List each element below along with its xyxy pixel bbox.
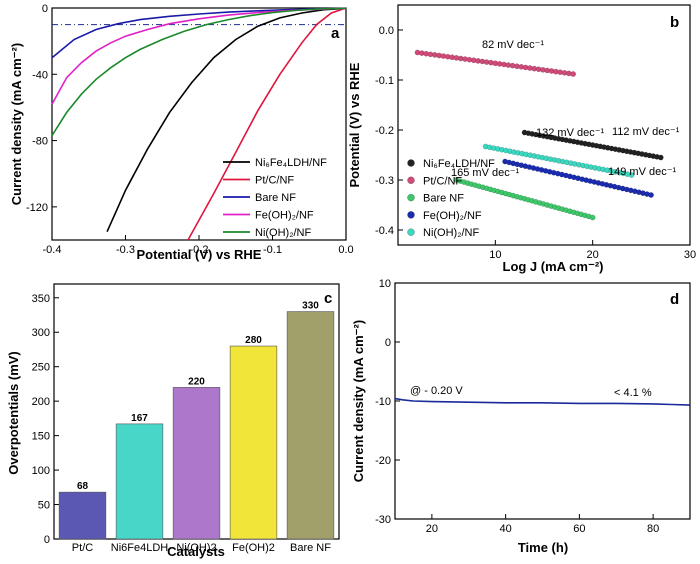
- panel-c-xlabel: Catalysts: [167, 544, 225, 559]
- b-ytick-label: -0.2: [375, 125, 394, 137]
- a-xtick-label: -0.3: [116, 244, 135, 256]
- a-legend-label-2: Bare NF: [255, 192, 296, 204]
- b-legend-label-1: Pt/C/NF: [423, 175, 462, 187]
- b-legend-label-3: Fe(OH)₂/NF: [423, 210, 482, 222]
- c-bar-value-2: 220: [188, 376, 205, 387]
- c-bar-2: [172, 387, 221, 540]
- c-ytick-label: 350: [32, 293, 50, 305]
- panel-c-ylabel: Overpotentials (mV): [6, 351, 21, 475]
- b-legend-label-4: Ni(OH)₂/NF: [423, 227, 479, 239]
- b-xtick-label: 10: [489, 249, 501, 261]
- a-xtick-label: -0.1: [263, 244, 282, 256]
- b-xtick-label: 30: [684, 249, 696, 261]
- panel-d-annotation-voltage: @ - 0.20 V: [410, 385, 463, 397]
- panel-a: -0.4 -0.3 -0.2 -0.1 0.0 0 -40 -80 -120 a Potenti…: [9, 3, 354, 262]
- a-series-line-4: [51, 7, 347, 137]
- c-ytick-label: 100: [32, 465, 50, 477]
- c-bar-value-1: 167: [131, 413, 148, 424]
- d-ytick-label: -10: [375, 396, 391, 408]
- b-point-1: [570, 71, 577, 77]
- d-xtick-label: 60: [573, 523, 585, 535]
- d-ytick-label: -30: [375, 514, 391, 526]
- d-ytick-label: 0: [385, 337, 391, 349]
- c-category-label-0: Pt/C: [72, 542, 93, 554]
- d-ytick-label: 10: [379, 278, 391, 290]
- c-category-label-1: Ni6Fe4LDH: [111, 542, 169, 554]
- b-legend-marker-2: [407, 193, 415, 202]
- c-ytick-label: 300: [32, 327, 50, 339]
- c-bar-1: [115, 423, 164, 540]
- panel-b: 10 20 30 0.0 -0.1 -0.2 -0.3 -0.4 112 mV dec⁻¹ 82…: [347, 4, 696, 274]
- c-bar-value-4: 330: [302, 301, 319, 312]
- d-ytick-label: -20: [375, 455, 391, 467]
- a-xtick-label: -0.2: [190, 244, 209, 256]
- panel-b-xlabel: Log J (mA cm⁻²): [503, 259, 604, 274]
- b-xtick-label: 20: [587, 249, 599, 261]
- c-bar-3: [229, 345, 278, 540]
- b-legend-marker-0: [407, 159, 415, 167]
- b-tafel-label-3: 149 mV dec⁻¹: [608, 166, 677, 178]
- c-bar-value-0: 68: [77, 481, 89, 492]
- b-tafel-label-4: 132 mV dec⁻¹: [536, 127, 605, 139]
- b-legend-marker-3: [407, 211, 415, 219]
- c-category-label-4: Bare NF: [290, 542, 331, 554]
- panel-a-letter: a: [331, 25, 340, 42]
- c-bar-4: [286, 311, 335, 540]
- c-ytick-label: 150: [32, 431, 50, 443]
- c-category-label-2: Ni(OH)2: [176, 542, 216, 554]
- b-point-4: [628, 172, 635, 178]
- c-bar-value-3: 280: [245, 335, 262, 346]
- a-ytick-label: -40: [32, 69, 48, 81]
- panel-b-ylabel: Potential (V) vs RHE: [347, 62, 362, 187]
- d-xtick-label: 20: [426, 523, 438, 535]
- a-ytick-label: -80: [32, 136, 48, 148]
- panel-d-xlabel: Time (h): [518, 540, 568, 555]
- b-tafel-label-2: 165 mV dec⁻¹: [451, 167, 520, 179]
- a-legend-label-3: Fe(OH)₂/NF: [255, 210, 314, 222]
- panel-d-ylabel: Current density (mA cm⁻²): [351, 320, 366, 482]
- b-legend-marker-1: [407, 176, 415, 185]
- a-xtick-label: -0.4: [43, 244, 62, 256]
- b-point-0: [658, 154, 664, 161]
- panel-d-letter: d: [670, 291, 679, 308]
- a-xtick-label: 0.0: [338, 244, 353, 256]
- c-category-label-3: Fe(OH)2: [232, 542, 275, 554]
- b-tafel-label-0: 112 mV dec⁻¹: [612, 126, 680, 138]
- c-ytick-label: 250: [32, 362, 50, 374]
- b-ytick-label: -0.4: [375, 225, 394, 237]
- a-series-line-2: [51, 7, 347, 59]
- a-ytick-label: 0: [42, 3, 48, 15]
- panel-c: 0 50 100 150 200 250 300 350 68 Pt/C 167 Ni6Fe4LDH…: [6, 283, 340, 559]
- a-legend-label-0: Ni₆Fe₄LDH/NF: [255, 157, 327, 169]
- b-ytick-label: -0.3: [375, 175, 394, 187]
- a-ytick-label: -120: [26, 202, 48, 214]
- panel-c-letter: c: [324, 290, 332, 307]
- d-series-line-0: [394, 397, 691, 406]
- a-series-line-1: [187, 7, 347, 241]
- c-ytick-label: 200: [32, 396, 50, 408]
- b-point-3: [648, 192, 654, 198]
- b-legend-label-2: Bare NF: [423, 193, 464, 205]
- a-legend-label-4: Ni(OH)₂/NF: [255, 227, 311, 239]
- b-point-2: [589, 214, 596, 221]
- b-legend-marker-4: [407, 228, 415, 236]
- c-bar-0: [58, 491, 107, 540]
- b-legend-label-0: Ni₆Fe₄LDH/NF: [423, 158, 495, 170]
- b-tafel-label-1: 82 mV dec⁻¹: [482, 39, 544, 51]
- d-xtick-label: 80: [647, 523, 659, 535]
- a-series-line-0: [106, 7, 347, 233]
- panel-a-xlabel: Potential (V) vs RHE: [137, 247, 262, 262]
- b-ytick-label: 0.0: [379, 25, 394, 37]
- d-xtick-label: 40: [500, 523, 512, 535]
- panel-b-letter: b: [670, 14, 679, 31]
- c-ytick-label: 50: [38, 500, 50, 512]
- c-ytick-label: 0: [44, 534, 50, 546]
- a-legend-label-1: Pt/C/NF: [255, 175, 294, 187]
- b-ytick-label: -0.1: [375, 75, 394, 87]
- panel-a-frame: [51, 7, 347, 241]
- panel-d-annotation-decay: < 4.1 %: [614, 387, 652, 399]
- panel-a-ylabel: Current density (mA cm⁻²): [9, 43, 24, 205]
